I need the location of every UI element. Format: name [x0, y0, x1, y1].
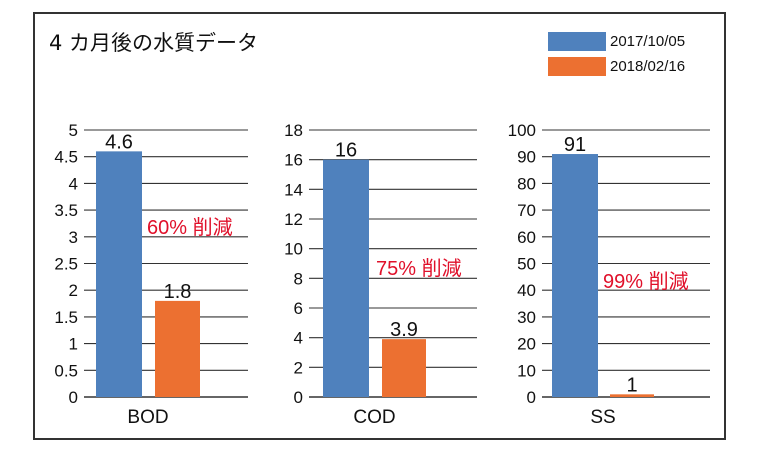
legend-item-2018: 2018/02/16: [548, 56, 685, 76]
reduction-annotation: 99% 削減: [603, 270, 689, 293]
y-tick-label: 50: [517, 255, 536, 274]
y-tick-label: 3: [69, 228, 78, 247]
y-tick-label: 20: [517, 335, 536, 354]
y-tick-label: 16: [284, 151, 303, 170]
y-tick-label: 2: [294, 358, 303, 377]
y-tick-label: 0: [294, 388, 303, 407]
y-tick-label: 6: [294, 299, 303, 318]
bar: [96, 151, 142, 397]
bar: [382, 339, 426, 397]
reduction-annotation: 75% 削減: [376, 257, 462, 280]
legend-swatch-blue: [548, 31, 606, 51]
data-label: 4.6: [105, 131, 133, 153]
y-tick-label: 100: [508, 121, 536, 140]
bar: [610, 394, 654, 397]
y-tick-label: 3.5: [54, 201, 78, 220]
x-category-label: COD: [353, 407, 395, 428]
legend-swatch-orange: [548, 56, 606, 76]
y-tick-label: 4: [294, 329, 303, 348]
bar: [552, 154, 598, 397]
y-tick-label: 60: [517, 228, 536, 247]
y-tick-label: 40: [517, 281, 536, 300]
y-tick-label: 0: [527, 388, 536, 407]
y-tick-label: 30: [517, 308, 536, 327]
y-tick-label: 2.5: [54, 255, 78, 274]
y-tick-label: 8: [294, 269, 303, 288]
legend-label: 2017/10/05: [610, 32, 686, 50]
y-tick-label: 5: [69, 121, 78, 140]
y-tick-label: 80: [517, 174, 536, 193]
y-tick-label: 0: [69, 388, 78, 407]
chart-title: 4 カ月後の水質データ: [49, 31, 259, 55]
y-tick-label: 0.5: [54, 361, 78, 380]
x-category-label: SS: [590, 407, 615, 428]
y-tick-label: 4: [69, 174, 78, 193]
y-tick-label: 12: [284, 210, 303, 229]
y-tick-label: 1: [69, 335, 78, 354]
data-label: 16: [335, 140, 357, 162]
y-tick-label: 70: [517, 201, 536, 220]
bar: [155, 300, 200, 397]
data-label: 1.8: [164, 281, 192, 303]
y-tick-label: 18: [284, 121, 303, 140]
data-label: 1: [626, 374, 637, 396]
x-category-label: BOD: [127, 407, 168, 428]
y-tick-label: 2: [69, 281, 78, 300]
chart-frame: [33, 12, 726, 440]
y-tick-label: 4.5: [54, 148, 78, 167]
y-tick-label: 10: [284, 240, 303, 259]
y-tick-label: 10: [517, 361, 536, 380]
y-tick-label: 14: [284, 180, 303, 199]
legend-item-2017: 2017/10/05: [548, 31, 685, 51]
reduction-annotation: 60% 削減: [147, 216, 233, 239]
data-label: 91: [564, 134, 586, 156]
y-tick-label: 90: [517, 148, 536, 167]
legend-label: 2018/02/16: [610, 57, 686, 75]
data-label: 3.9: [390, 319, 418, 341]
y-tick-label: 1.5: [54, 308, 78, 327]
bar: [323, 159, 369, 397]
